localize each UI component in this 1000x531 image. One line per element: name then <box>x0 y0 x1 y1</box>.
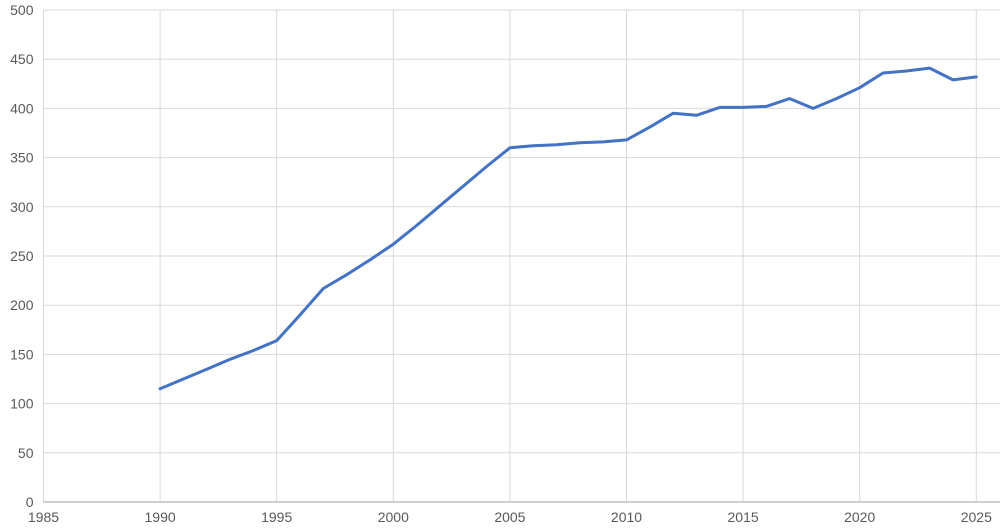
y-axis-tick-label: 0 <box>26 494 34 510</box>
x-axis-tick-label: 1990 <box>145 509 176 525</box>
y-axis-tick-label: 100 <box>10 396 34 412</box>
data-series-line <box>158 66 978 391</box>
y-axis-tick-label: 400 <box>10 100 34 116</box>
y-axis-tick-label: 450 <box>10 51 34 67</box>
y-axis-tick-label: 250 <box>10 248 34 264</box>
x-axis-tick-label: 2010 <box>611 509 642 525</box>
y-axis-tick-label: 350 <box>10 150 34 166</box>
x-axis-tick-label: 2005 <box>494 509 525 525</box>
x-axis-tick-label: 2000 <box>378 509 409 525</box>
y-axis-tick-label: 300 <box>10 199 34 215</box>
x-axis-tick-label: 2015 <box>728 509 759 525</box>
x-axis-tick-label: 1985 <box>28 509 59 525</box>
y-axis-tick-label: 500 <box>10 2 34 18</box>
y-axis-tick-label: 200 <box>10 297 34 313</box>
x-axis-tick-label: 2025 <box>961 509 992 525</box>
y-axis-tick-label: 50 <box>18 445 34 461</box>
x-axis-tick-label: 2020 <box>844 509 875 525</box>
y-axis-tick-label: 150 <box>10 346 34 362</box>
x-axis-tick-label: 1995 <box>261 509 292 525</box>
